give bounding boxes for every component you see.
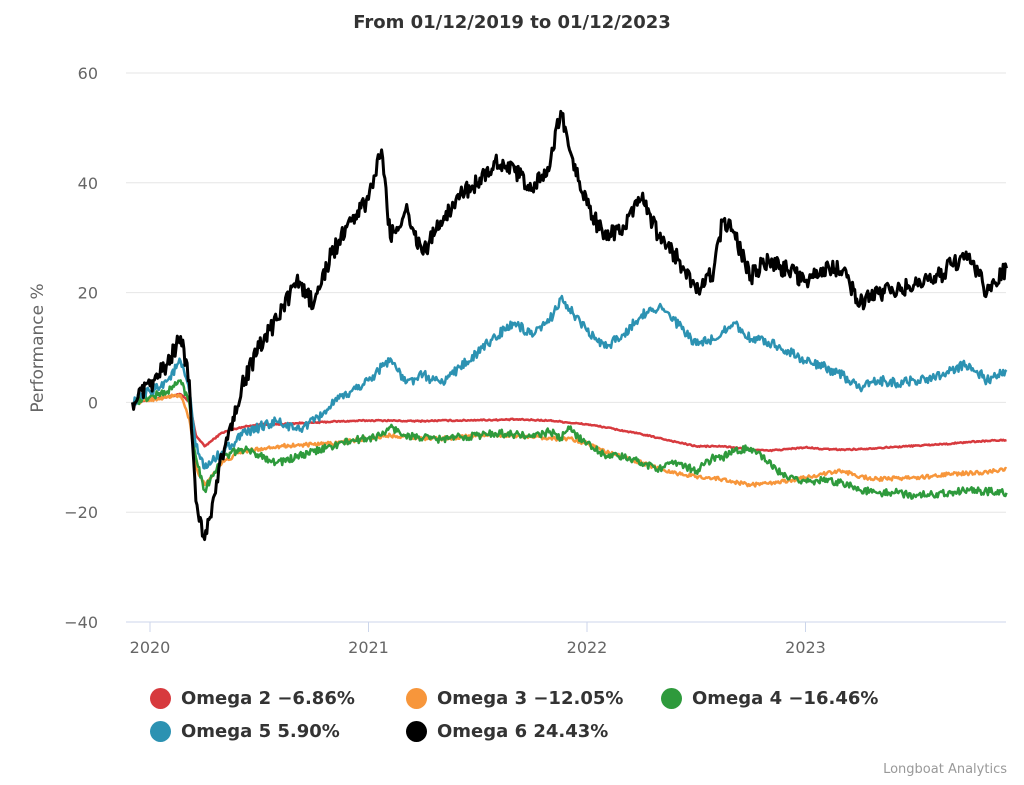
legend-item-omega-5[interactable]: Omega 5 5.90% — [150, 721, 340, 742]
legend-dot-icon — [150, 688, 171, 709]
legend-label: Omega 4 −16.46% — [692, 688, 879, 709]
series-line-omega-2[interactable] — [131, 392, 1007, 453]
y-axis-label: Performance % — [28, 283, 48, 412]
legend-label: Omega 6 24.43% — [437, 721, 609, 742]
y-tick-label: 20 — [78, 284, 98, 303]
y-axis: 60 40 20 0 −20 −40 — [64, 64, 98, 632]
legend-label: Omega 2 −6.86% — [181, 688, 355, 709]
legend-item-omega-3[interactable]: Omega 3 −12.05% — [406, 688, 623, 709]
series-lines — [131, 109, 1008, 542]
series-line-omega-6[interactable] — [131, 109, 1008, 542]
legend-label: Omega 5 5.90% — [181, 721, 340, 742]
legend-dot-icon — [150, 721, 171, 742]
x-tick-label: 2023 — [785, 638, 826, 657]
legend-dot-icon — [406, 688, 427, 709]
x-tick-label: 2020 — [130, 638, 171, 657]
x-tick-label: 2021 — [348, 638, 389, 657]
legend-dot-icon — [406, 721, 427, 742]
y-tick-label: 0 — [88, 393, 98, 412]
grid-lines — [126, 72, 1006, 623]
legend-item-omega-6[interactable]: Omega 6 24.43% — [406, 721, 608, 742]
legend-item-omega-4[interactable]: Omega 4 −16.46% — [661, 688, 878, 709]
legend-label: Omega 3 −12.05% — [437, 688, 624, 709]
y-tick-label: −40 — [64, 613, 98, 632]
y-tick-label: 40 — [78, 174, 98, 193]
y-tick-label: −20 — [64, 503, 98, 522]
credits-link[interactable]: Longboat Analytics — [883, 762, 1007, 777]
series-line-omega-4[interactable] — [131, 379, 1008, 500]
chart-title: From 01/12/2019 to 01/12/2023 — [353, 12, 671, 33]
y-tick-label: 60 — [78, 64, 98, 83]
x-axis: 2020 2021 2022 2023 — [130, 622, 826, 657]
legend-item-omega-2[interactable]: Omega 2 −6.86% — [150, 688, 355, 709]
series-line-omega-5[interactable] — [131, 294, 1008, 470]
legend-dot-icon — [661, 688, 682, 709]
x-tick-label: 2022 — [567, 638, 608, 657]
series-line-omega-3[interactable] — [131, 393, 1008, 488]
